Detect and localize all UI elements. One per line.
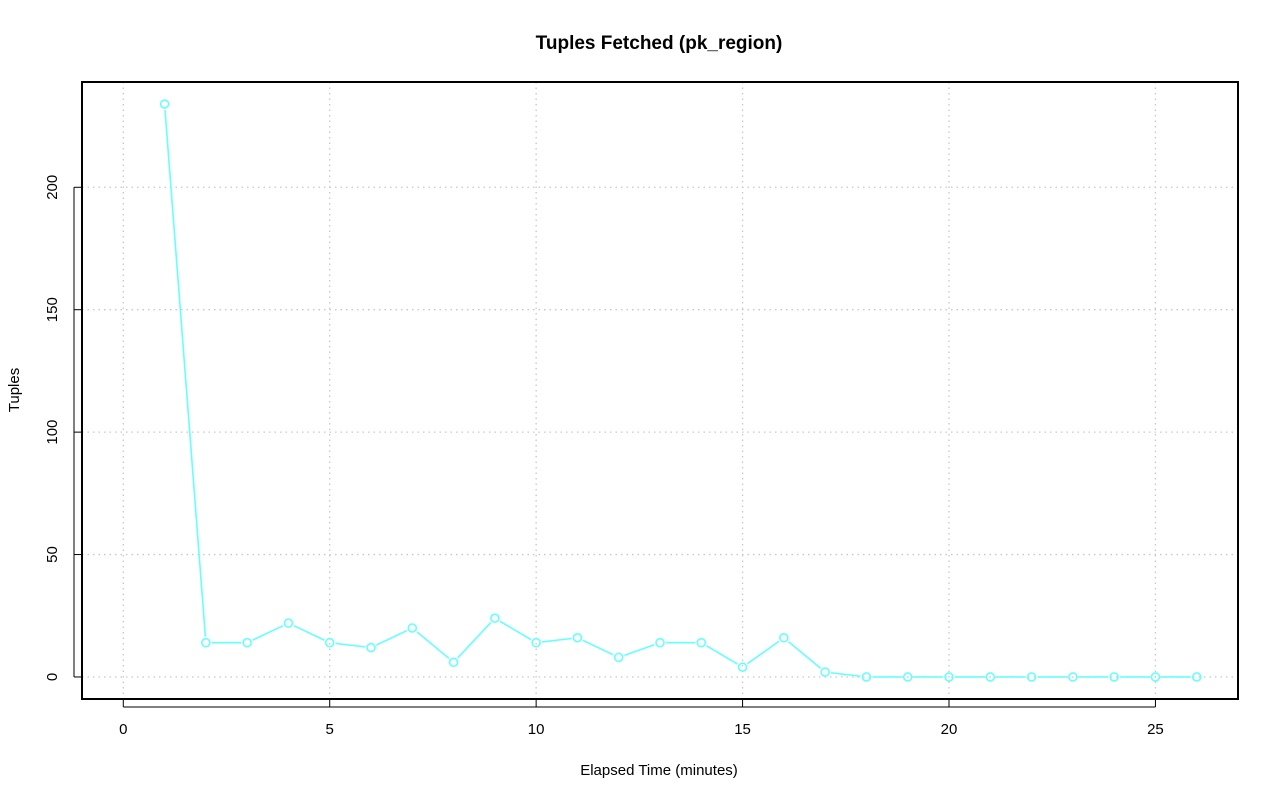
- data-point: [242, 637, 252, 648]
- series-segment: [746, 640, 780, 665]
- data-point: [613, 652, 624, 663]
- data-point: [159, 99, 170, 109]
- data-point: [324, 637, 335, 648]
- data-point: [820, 667, 830, 677]
- data-point: [779, 632, 789, 643]
- data-point: [944, 672, 954, 682]
- x-tick-label: 25: [1147, 721, 1164, 738]
- data-point: [737, 662, 748, 672]
- series-segment: [831, 671, 861, 678]
- y-tick-label: 150: [44, 297, 61, 322]
- series-segment: [582, 639, 614, 656]
- x-tick-label: 15: [734, 721, 751, 738]
- data-point: [861, 672, 872, 682]
- data-point: [902, 672, 913, 682]
- data-point: [407, 623, 418, 633]
- series-segment: [164, 109, 207, 637]
- x-tick-label: 5: [326, 721, 334, 738]
- series-segment: [542, 637, 572, 643]
- series-segment: [499, 620, 532, 641]
- y-tick-label: 0: [44, 673, 61, 681]
- x-tick-label: 10: [528, 721, 545, 738]
- x-tick-label: 20: [941, 721, 958, 738]
- series: [159, 99, 1202, 682]
- data-point: [1068, 672, 1078, 682]
- series-segment: [293, 624, 325, 641]
- x-axis: 0 5 10 15 20 25: [119, 699, 1164, 738]
- y-tick-label: 100: [44, 420, 61, 445]
- series-segment: [376, 629, 408, 646]
- y-axis: 0 50 100 150 200: [44, 175, 82, 681]
- data-point: [696, 637, 707, 648]
- x-tick-label: 0: [119, 721, 127, 738]
- x-axis-label: Elapsed Time (minutes): [580, 762, 738, 779]
- series-segment: [252, 624, 284, 641]
- data-point: [490, 613, 500, 624]
- data-point: [201, 637, 211, 648]
- y-tick-label: 200: [44, 175, 61, 200]
- data-point: [572, 632, 583, 643]
- y-axis-label: Tuples: [6, 368, 23, 412]
- data-point: [448, 657, 459, 668]
- data-point: [1191, 672, 1202, 682]
- chart-title: Tuples Fetched (pk_region): [536, 33, 783, 54]
- grid: [82, 82, 1238, 699]
- data-point: [1150, 672, 1161, 682]
- series-segment: [706, 645, 738, 665]
- data-point: [655, 637, 665, 648]
- series-segment: [416, 631, 450, 660]
- data-point: [283, 618, 294, 628]
- data-point: [1026, 672, 1037, 682]
- plot-frame: [81, 81, 1239, 700]
- y-tick-label: 50: [44, 546, 61, 563]
- data-point: [366, 642, 376, 653]
- series-segment: [335, 642, 366, 648]
- series-segment: [624, 643, 655, 657]
- data-point: [531, 637, 541, 648]
- series-segment: [787, 641, 822, 669]
- data-point: [985, 672, 996, 682]
- series-segment: [457, 622, 492, 659]
- data-point: [1109, 672, 1119, 682]
